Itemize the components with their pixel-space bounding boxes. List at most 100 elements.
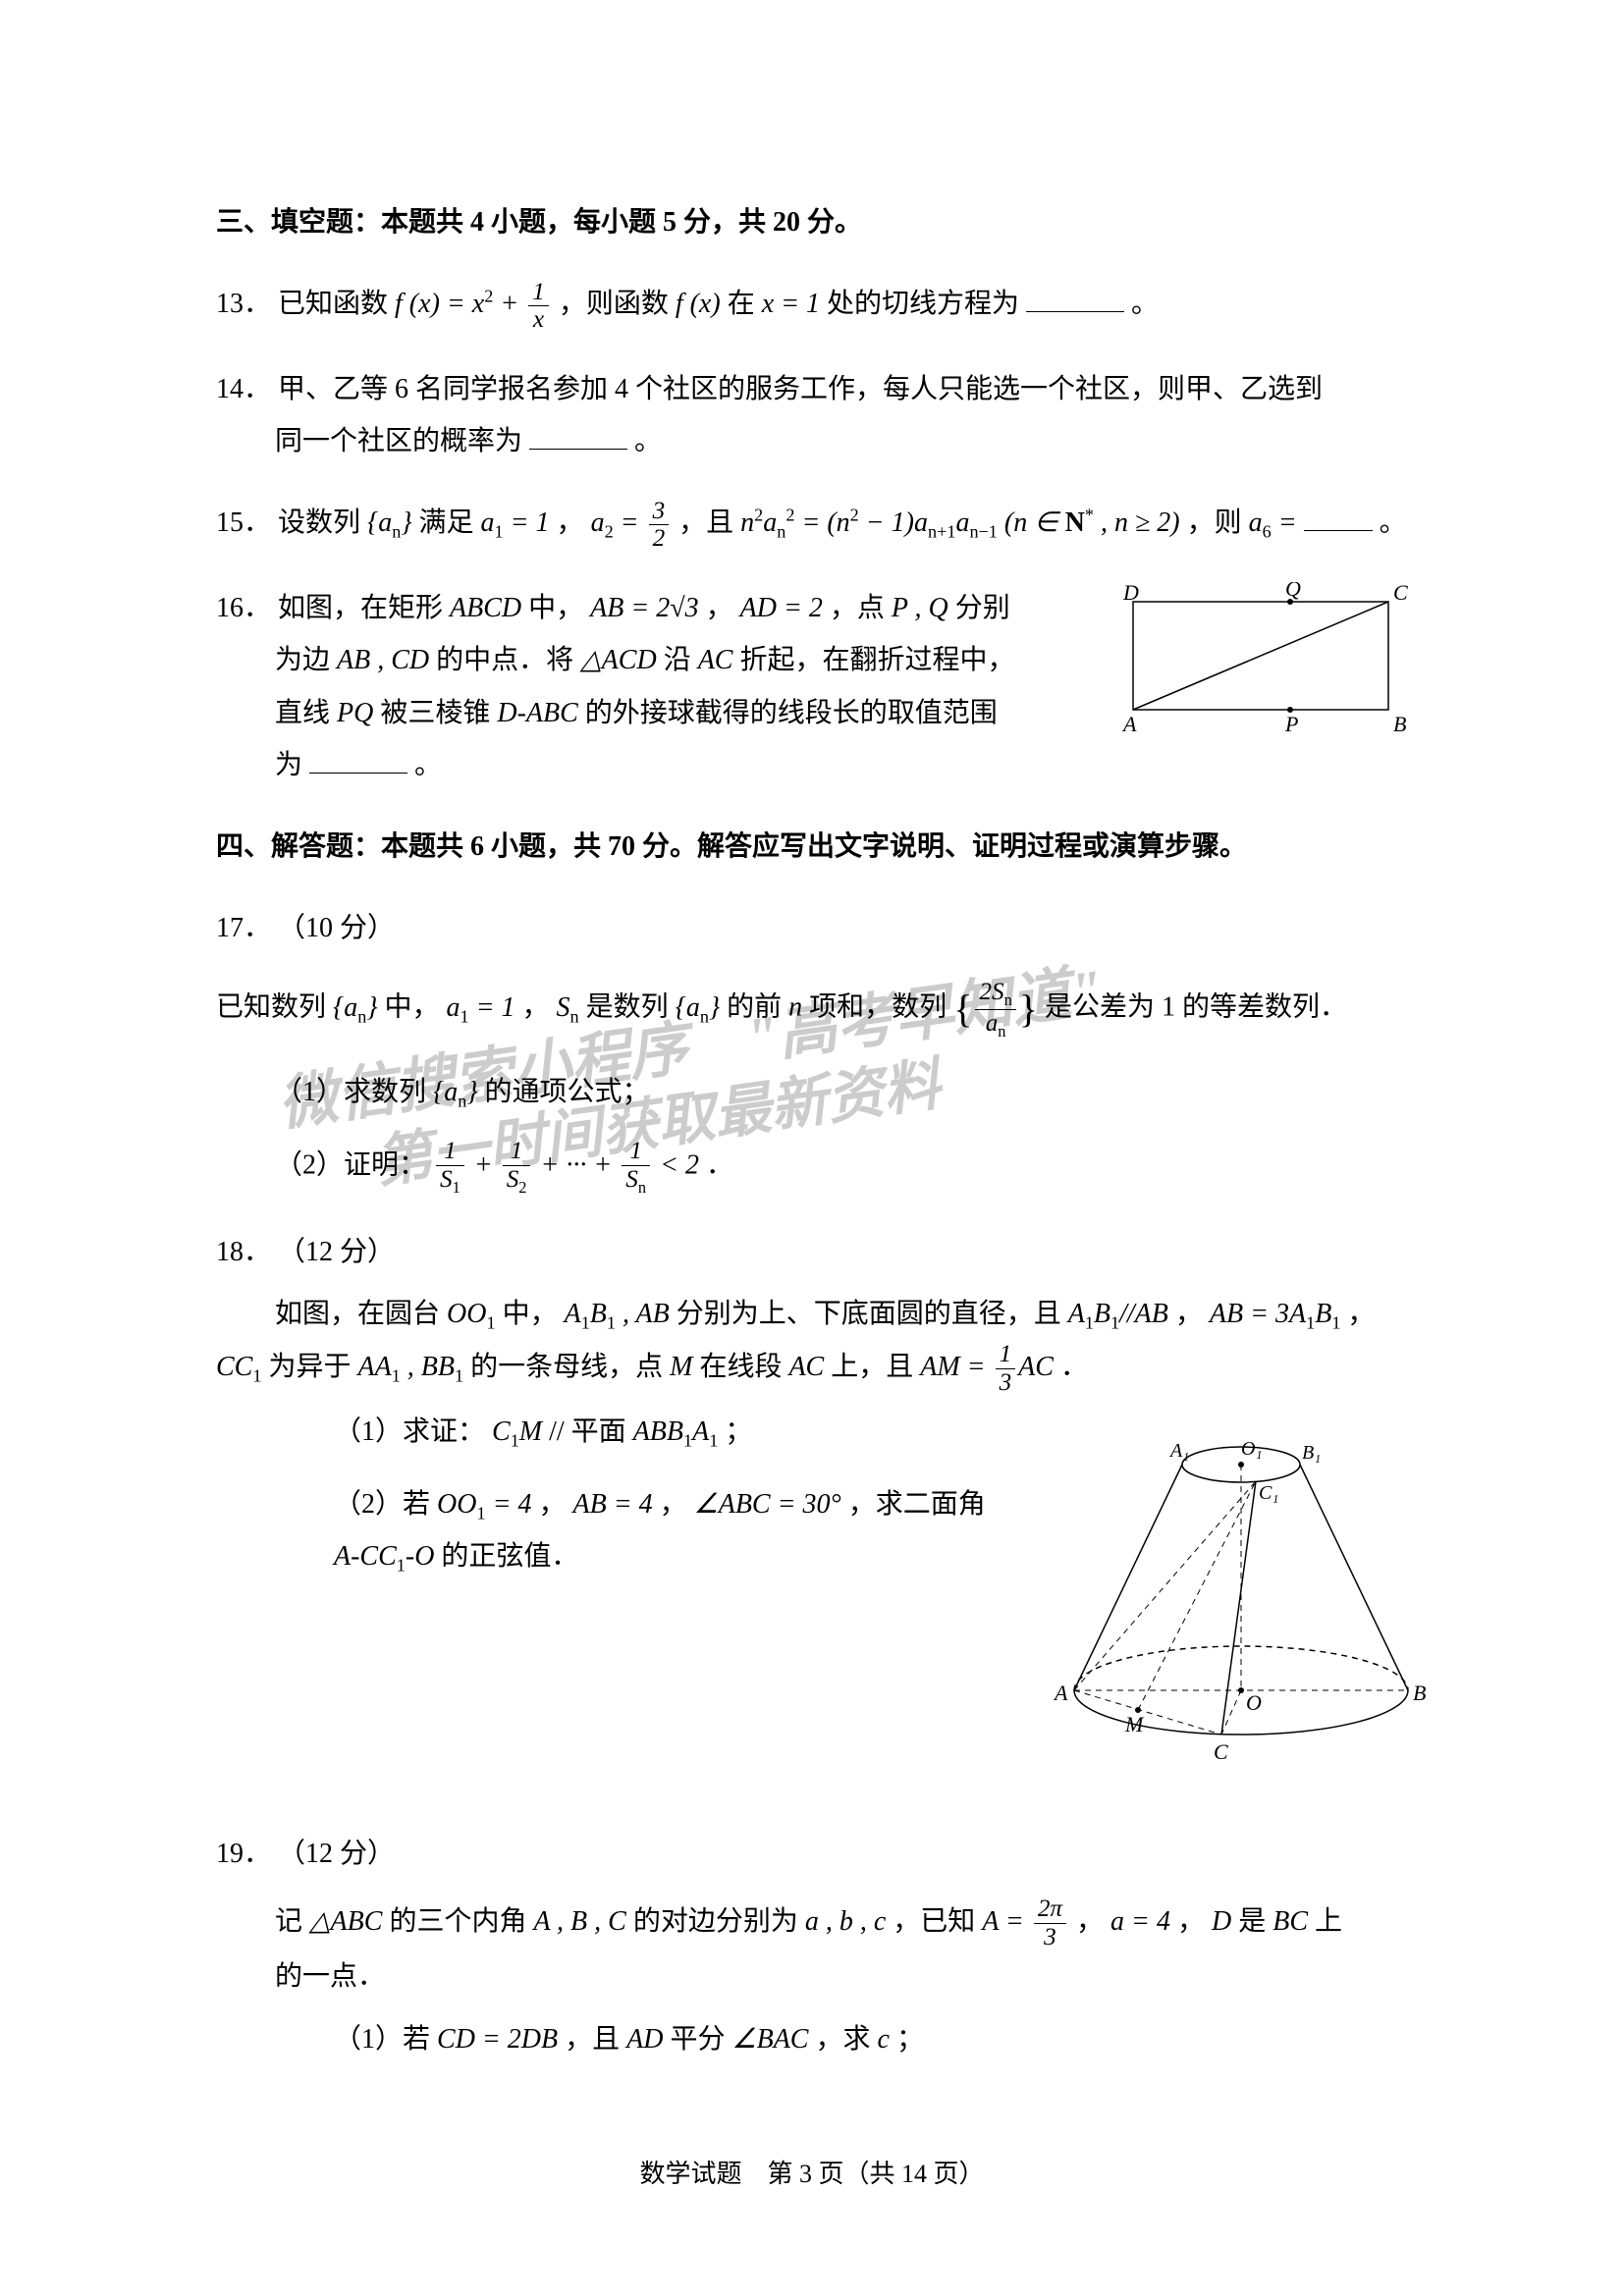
q18-l1d: ， — [1175, 1299, 1203, 1329]
q17-p1: （1）求数列 — [275, 1077, 433, 1107]
q17-num: 17． — [216, 913, 271, 943]
q17-s5: 的前 — [727, 992, 788, 1023]
q19-tri: △ABC — [309, 1906, 382, 1937]
q19-p1a: （1）若 — [334, 2024, 437, 2055]
q18-l2b: 的一条母线，点 — [470, 1352, 670, 1382]
q13-frac: 1x — [528, 279, 549, 334]
q15-a2: a2 = — [591, 507, 646, 538]
svg-text:C: C — [1393, 582, 1408, 605]
q13-x1: x = 1 — [762, 289, 820, 319]
svg-text:M: M — [1124, 1712, 1145, 1736]
q16-num: 16． — [216, 593, 271, 623]
svg-text:A₁: A₁ — [1168, 1440, 1189, 1462]
q17-p2: （2）证明： — [275, 1150, 426, 1181]
q18-ang: ∠ABC = 30° — [694, 1489, 841, 1520]
q17-f1: 1S1 — [436, 1138, 464, 1197]
q17-p1b: 的通项公式； — [485, 1077, 650, 1107]
q18-p2d: ，求二面角 — [848, 1489, 986, 1520]
q17-s2: 中， — [385, 992, 440, 1023]
q19-frac2pi3: 2π3 — [1034, 1896, 1066, 1950]
q18-m: M — [670, 1352, 692, 1382]
q19-bac: ∠BAC — [732, 2024, 809, 2055]
q16-l1a: 如图，在矩形 — [278, 593, 450, 623]
q19-p1b: ，且 — [565, 2024, 626, 2055]
q18-a1b1: A1B1 , AB — [565, 1299, 670, 1329]
q15-blank — [1304, 499, 1373, 532]
q16-l1b: 中， — [528, 593, 583, 623]
q18-p2e: 的正弦值． — [441, 1541, 578, 1572]
q14-t2: 同一个社区的概率为 — [275, 426, 522, 456]
q13-num: 13． — [216, 289, 271, 319]
q19-pts: （12 分） — [278, 1839, 395, 1869]
q16-l1d: ，点 — [830, 593, 892, 623]
q17-bigfrac: 2Snan — [975, 979, 1015, 1041]
q16-pq2: PQ — [337, 698, 373, 728]
q19-abc: A , B , C — [533, 1906, 625, 1937]
q18-frac13: 13 — [996, 1341, 1016, 1396]
q19-A: A = — [982, 1906, 1031, 1937]
q18-3ab: AB = 3A1B1 — [1210, 1299, 1341, 1329]
q19-abc2: a , b , c — [805, 1906, 886, 1937]
q16-ad: AD = 2 — [740, 593, 823, 623]
q16-blank — [309, 740, 407, 774]
q17-seq3: {an} — [433, 1077, 478, 1107]
svg-text:C: C — [1214, 1739, 1228, 1764]
q16-figure: D Q C A P B — [1113, 582, 1408, 762]
q13-fx: f (x) = x2 + — [395, 289, 525, 319]
svg-text:Q: Q — [1285, 582, 1301, 601]
q19-c: c — [878, 2024, 890, 2055]
q19-l1a: 记 — [275, 1906, 309, 1937]
q18-l1c: 分别为上、下底面圆的直径，且 — [677, 1299, 1068, 1329]
q19-bc: BC — [1272, 1906, 1308, 1937]
q15-t3: ， — [557, 507, 584, 538]
q19-p1e: ； — [896, 2024, 924, 2055]
q18-l1e: ， — [1347, 1299, 1375, 1329]
q18-oo14: OO1 = 4 — [437, 1489, 531, 1520]
q19-l2: 的一点． — [275, 1961, 385, 1992]
q19-l1h: 上 — [1315, 1906, 1342, 1937]
q19-ad: AD — [626, 2024, 663, 2055]
q19-l1d: ，已知 — [893, 1906, 982, 1937]
q18-aa1bb1: AA1 , BB1 — [357, 1352, 463, 1382]
q19-l1b: 的三个内角 — [389, 1906, 533, 1937]
q16-l2d: 折起，在翻折过程中， — [739, 645, 1014, 675]
q15-t4: ，且 — [678, 507, 740, 538]
q17-s4: 是数列 — [586, 992, 676, 1023]
q18-di: A-CC1-O — [334, 1541, 434, 1572]
question-18: 18． （12 分） 如图，在圆台 OO1 中， A1B1 , AB 分别为上、… — [216, 1226, 1408, 1769]
section3-title: 三、填空题：本题共 4 小题，每小题 5 分，共 20 分。 — [216, 196, 1408, 248]
q18-l2e: ． — [1060, 1352, 1088, 1382]
svg-text:O₁: O₁ — [1241, 1438, 1262, 1460]
q16-abcd: ABCD — [450, 593, 521, 623]
q19-l1g: 是 — [1238, 1906, 1272, 1937]
rect-diagram-svg: D Q C A P B — [1113, 582, 1408, 744]
q19-l1f: ， — [1177, 1906, 1205, 1937]
q17-f2: 1S2 — [503, 1138, 531, 1197]
svg-text:B₁: B₁ — [1302, 1442, 1321, 1464]
cone-diagram-svg: A₁ O₁ B₁ C₁ A M O B C — [1045, 1415, 1437, 1769]
q18-ab4: AB = 4 — [572, 1489, 652, 1520]
q18-p1c: ； — [725, 1416, 752, 1447]
question-15: 15． 设数列 {an} 满足 a1 = 1 ， a2 = 32 ，且 n2an… — [216, 497, 1408, 553]
q19-num: 19． — [216, 1839, 271, 1869]
q18-l1b: 中， — [503, 1299, 558, 1329]
q17-seq1: {an} — [333, 992, 378, 1023]
q18-abb1a1: ABB1A1 — [633, 1416, 719, 1447]
q18-c1m: C1M — [492, 1416, 542, 1447]
q15-frac32: 32 — [649, 498, 670, 553]
q16-ac: AC — [698, 645, 733, 675]
q16-ab: AB = 2√3 — [590, 593, 698, 623]
q16-l3b: 被三棱锥 — [380, 698, 497, 728]
q19-p1c: 平分 — [670, 2024, 731, 2055]
svg-text:C₁: C₁ — [1259, 1482, 1278, 1504]
q18-figure: A₁ O₁ B₁ C₁ A M O B C — [1045, 1415, 1437, 1787]
q18-p2c: ， — [660, 1489, 687, 1520]
q13-blank — [1026, 280, 1124, 313]
svg-text:O: O — [1246, 1690, 1262, 1715]
q17-p2e: ． — [706, 1150, 733, 1181]
q17-s6: 项和，数列 — [809, 992, 953, 1023]
svg-text:D: D — [1122, 582, 1139, 605]
q18-p2b: ， — [538, 1489, 566, 1520]
q18-p1b: // 平面 — [549, 1416, 633, 1447]
q18-p2a: （2）若 — [334, 1489, 437, 1520]
